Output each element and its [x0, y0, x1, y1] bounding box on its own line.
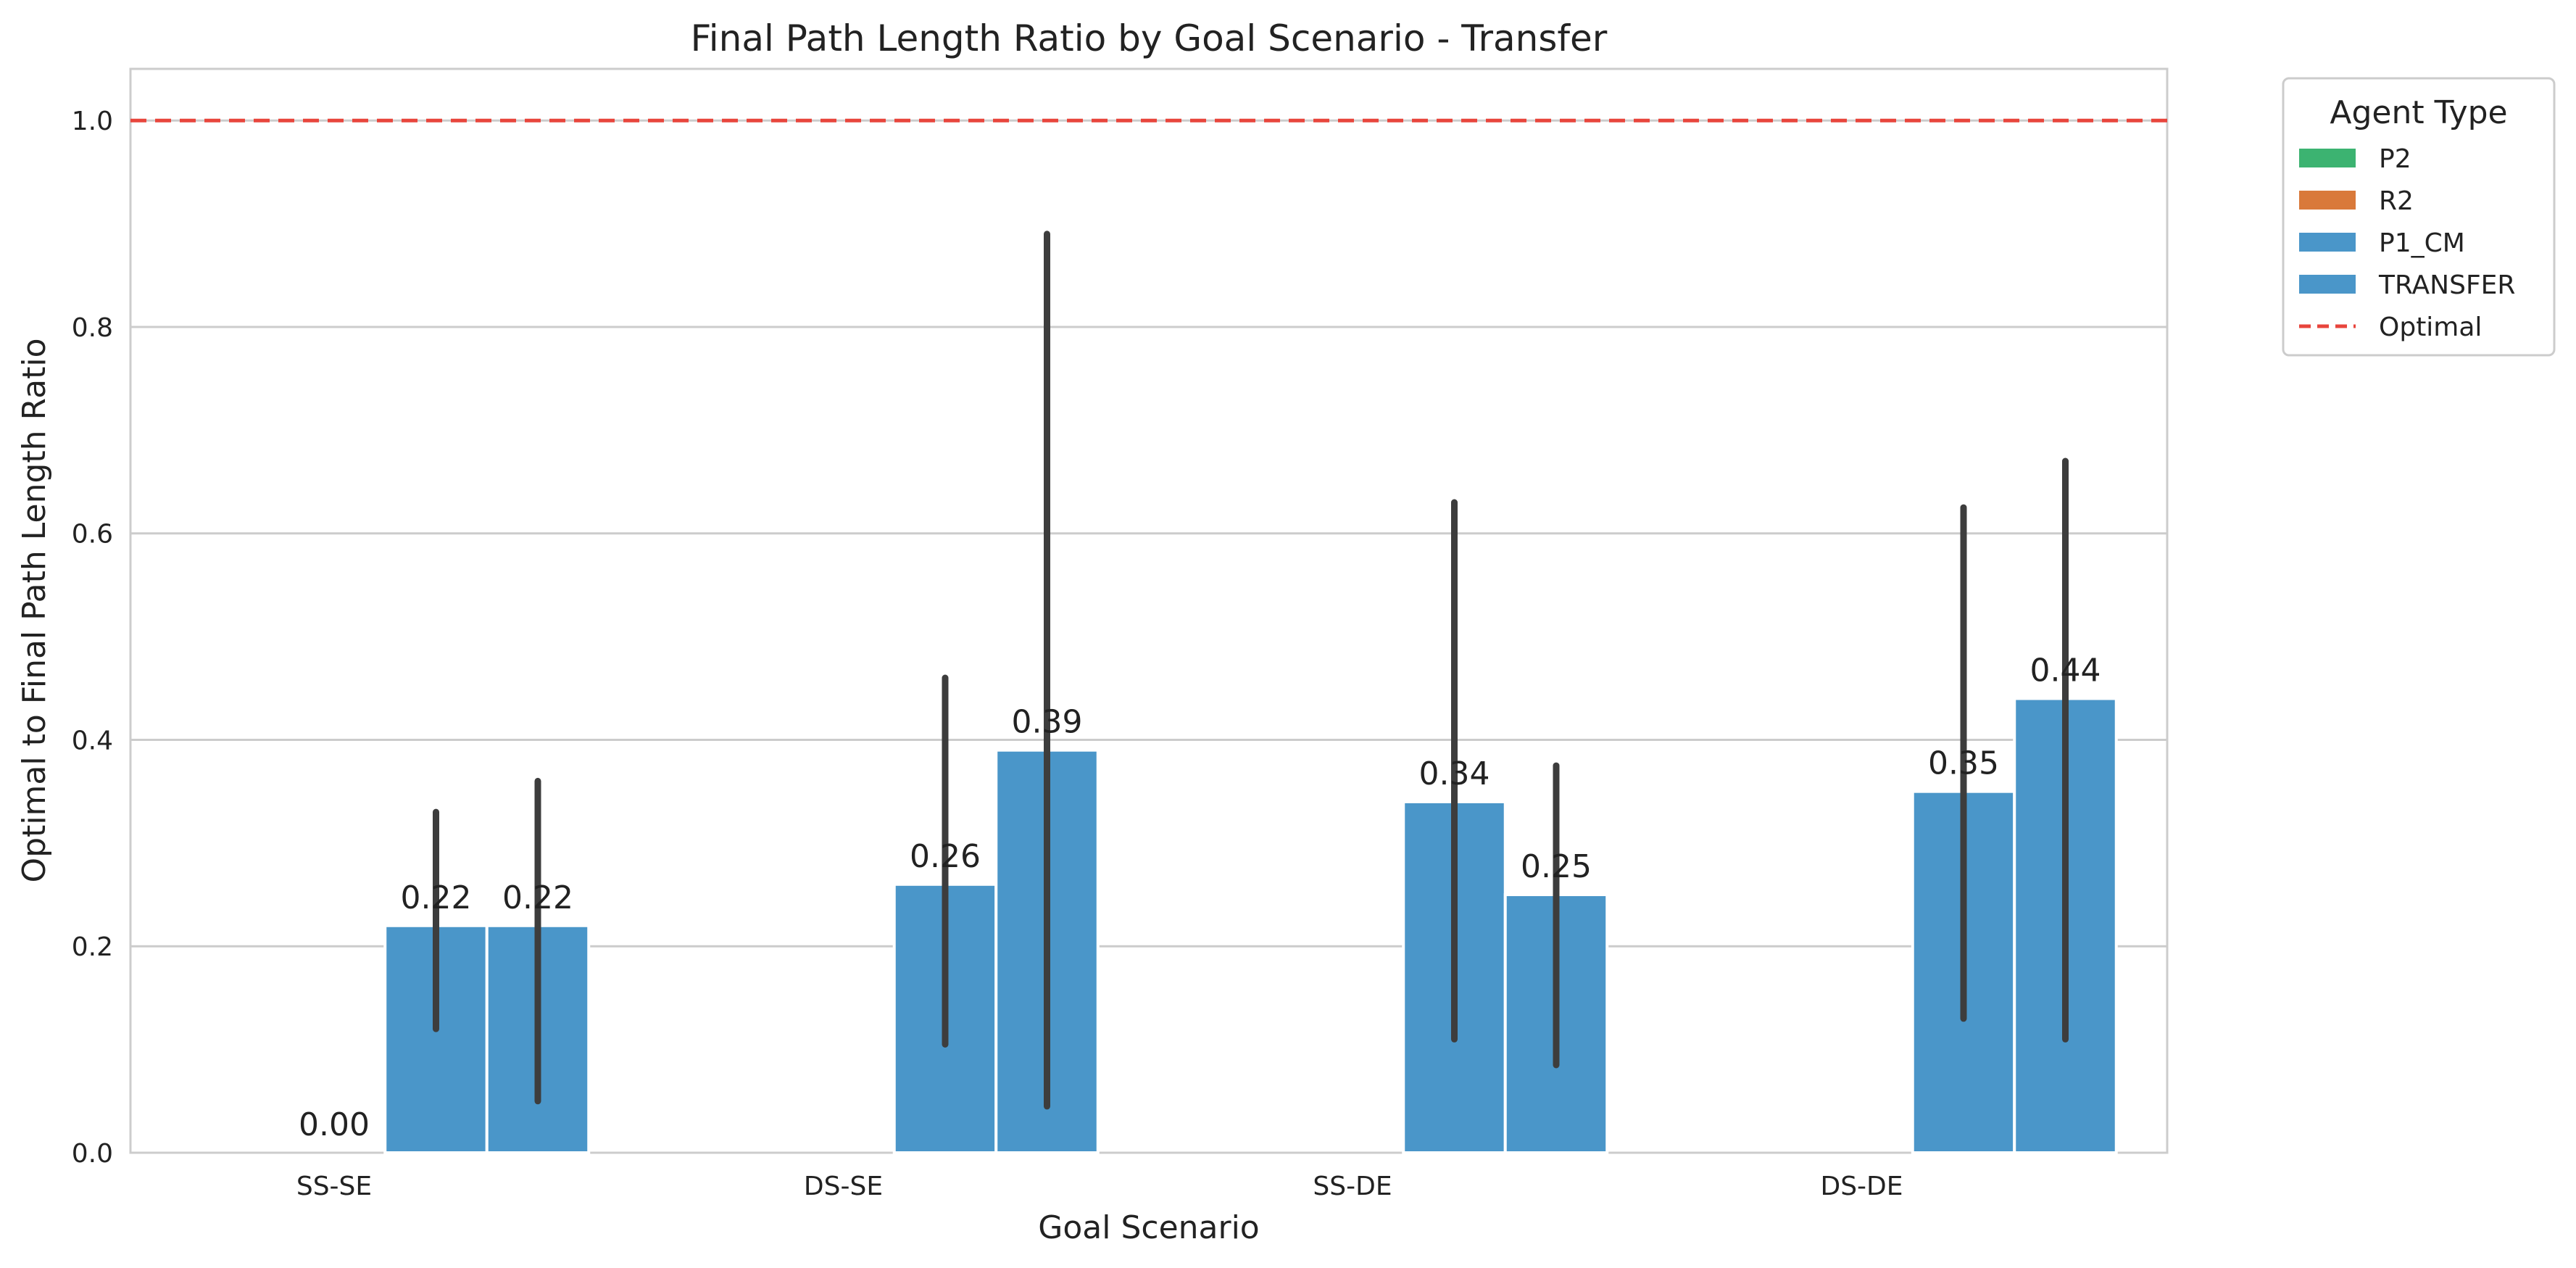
legend: Agent Type P2 R2 P1_CM TRANSFER Optimal: [2282, 77, 2556, 357]
data-label: 0.35: [1928, 745, 1999, 782]
data-label: 0.44: [2030, 652, 2101, 689]
x-axis-label: Goal Scenario: [1038, 1209, 1259, 1246]
x-tick-label: SS-SE: [296, 1172, 372, 1201]
y-tick-label: 1.0: [72, 107, 113, 136]
legend-label: R2: [2379, 186, 2414, 216]
y-axis-ticks: 0.0 0.2 0.4 0.6 0.8 1.0: [72, 107, 113, 1169]
x-axis-ticks: SS-SE DS-SE SS-DE DS-DE: [296, 1172, 1903, 1201]
data-labels: 0.00 0.22 0.26 0.34 0.35 0.22 0.39 0.25 0.44: [299, 652, 2101, 1143]
data-label: 0.39: [1012, 704, 1083, 741]
chart-title: Final Path Length Ratio by Goal Scenario…: [691, 17, 1608, 59]
legend-label: P2: [2379, 144, 2411, 174]
legend-swatch: [2299, 191, 2356, 210]
y-tick-label: 0.6: [72, 520, 113, 550]
legend-swatch: [2299, 149, 2356, 167]
x-tick-label: SS-DE: [1313, 1172, 1392, 1201]
y-tick-label: 0.2: [72, 932, 113, 962]
legend-swatch: [2299, 233, 2356, 252]
x-tick-label: DS-SE: [804, 1172, 883, 1201]
y-axis-label: Optimal to Final Path Length Ratio: [16, 339, 53, 883]
legend-label: TRANSFER: [2378, 270, 2515, 300]
x-tick-label: DS-DE: [1820, 1172, 1903, 1201]
legend-label: P1_CM: [2379, 228, 2465, 258]
y-tick-label: 0.0: [72, 1139, 113, 1169]
data-label: 0.22: [502, 879, 573, 916]
data-label: 0.34: [1419, 755, 1490, 792]
error-bars: [433, 231, 2069, 1110]
legend-swatch: [2299, 275, 2356, 294]
data-label: 0.25: [1521, 848, 1592, 885]
data-label: 0.00: [299, 1106, 370, 1143]
legend-title: Agent Type: [2330, 94, 2507, 131]
legend-label: Optimal: [2379, 312, 2482, 342]
y-tick-label: 0.8: [72, 313, 113, 343]
data-label: 0.22: [401, 879, 472, 916]
y-tick-label: 0.4: [72, 726, 113, 755]
data-label: 0.26: [910, 838, 981, 875]
